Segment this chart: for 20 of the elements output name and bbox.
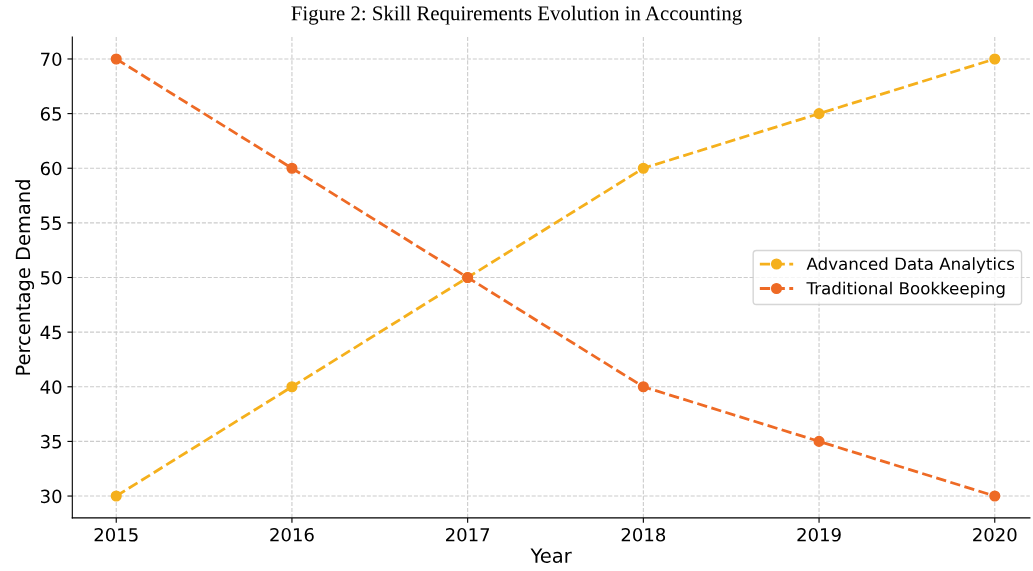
x-tick-label: 2020 (973, 527, 1017, 542)
y-tick-label: 55 (41, 216, 62, 230)
legend-label: Advanced Data Analytics (806, 257, 1015, 274)
y-tick-label: 40 (40, 380, 62, 394)
chart-title: Figure 2: Skill Requirements Evolution in Accounting (291, 5, 742, 25)
legend-label: Traditional Bookkeeping (806, 281, 1005, 298)
y-tick-label: 65 (40, 107, 62, 121)
y-axis-title: Percentage Demand (15, 180, 35, 375)
x-tick-label: 2017 (445, 527, 490, 542)
x-tick-label: 2019 (797, 527, 841, 542)
y-tick-label: 70 (41, 52, 62, 67)
y-tick-label: 60 (40, 161, 62, 176)
y-tick-label: 50 (41, 270, 62, 285)
x-axis-title: Year (530, 548, 572, 563)
y-tick-label: 30 (40, 489, 62, 504)
y-tick-label: 45 (40, 325, 62, 340)
x-tick-label: 2018 (621, 527, 666, 542)
x-tick-label: 2016 (270, 527, 314, 542)
y-tick-label: 35 (40, 434, 62, 449)
x-tick-label: 2015 (94, 527, 138, 542)
